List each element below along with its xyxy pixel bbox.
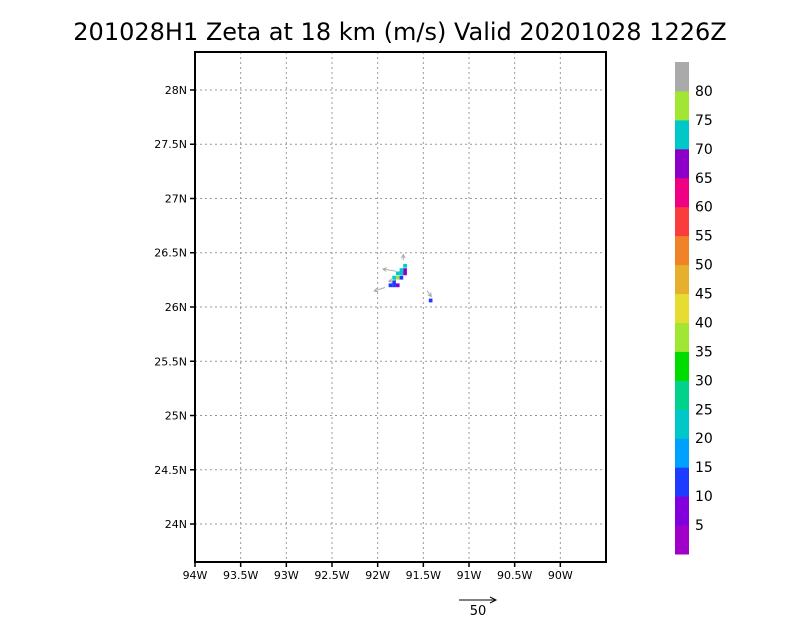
reference-vector-arrowhead	[489, 596, 498, 604]
y-tick-label: 26N	[165, 301, 187, 314]
colorbar-label: 45	[695, 287, 713, 303]
colorbar-label: 10	[695, 489, 713, 505]
data-cells	[388, 263, 433, 303]
wind-vector-head	[387, 278, 393, 283]
x-tick-label: 91.5W	[406, 569, 441, 582]
colorbar-swatch	[675, 177, 689, 208]
colorbar-label: 70	[695, 142, 713, 158]
data-cell	[388, 283, 393, 288]
wind-vector-head	[373, 287, 379, 293]
colorbar-label: 30	[695, 373, 713, 389]
x-tick-label: 90.5W	[497, 569, 532, 582]
y-tick-label: 25N	[165, 410, 187, 423]
x-tick-label: 93W	[274, 569, 299, 582]
colorbar-label: 55	[695, 229, 713, 245]
data-cell	[403, 263, 407, 268]
colorbar-label: 65	[695, 171, 713, 187]
data-cell	[403, 268, 407, 273]
data-cell	[392, 275, 396, 280]
data-cell	[399, 271, 404, 276]
colorbar-swatch	[675, 264, 689, 295]
colorbar-label: 40	[695, 315, 713, 331]
wind-vector-head	[381, 267, 387, 272]
colorbar-swatch	[675, 438, 689, 468]
chart-title: 201028H1 Zeta at 18 km (m/s) Valid 20201…	[73, 18, 726, 46]
colorbar-label: 50	[695, 258, 713, 274]
x-tick-label: 92W	[365, 569, 390, 582]
y-tick-label: 26.5N	[154, 247, 187, 260]
colorbar-swatch	[675, 90, 689, 121]
colorbar-label: 5	[695, 518, 704, 534]
plot-area: 94W 93.5W 93W 92.5W 92W 91.5W 91W 90.5W 90W 24N2…	[154, 51, 607, 582]
y-tick-label: 24N	[165, 518, 187, 531]
wind-vector	[426, 290, 432, 297]
data-cell	[403, 271, 407, 276]
colorbar-swatch	[675, 380, 689, 410]
wind-vector	[388, 279, 397, 282]
y-axis-ticks: 24N 24.5N 25N 25.5N 26N 26.5N 27N 27.5N 28N	[154, 84, 195, 531]
y-tick-label: 25.5N	[154, 355, 187, 368]
y-tick-label: 27.5N	[154, 138, 187, 151]
grid-lines	[195, 52, 606, 562]
colorbar-swatch	[675, 206, 689, 237]
data-cell	[428, 298, 433, 303]
x-tick-label: 91W	[457, 569, 482, 582]
colorbar-label: 80	[695, 84, 713, 100]
x-tick-label: 94W	[183, 569, 208, 582]
y-tick-label: 27N	[165, 192, 187, 205]
data-cell	[395, 283, 400, 288]
data-cell	[399, 268, 404, 273]
colorbar-label: 75	[695, 113, 713, 129]
data-cell	[392, 280, 396, 284]
data-cell	[399, 275, 404, 280]
colorbar-label: 60	[695, 200, 713, 216]
x-tick-label: 92.5W	[314, 569, 349, 582]
reference-vector-label: 50	[470, 604, 487, 618]
colorbar-swatch	[675, 496, 689, 526]
wind-vector-head	[427, 292, 432, 298]
colorbar-swatch	[675, 525, 689, 555]
data-cell	[395, 271, 400, 276]
colorbar-swatch	[675, 235, 689, 266]
wind-vector-head	[400, 253, 406, 259]
x-tick-label: 93.5W	[223, 569, 258, 582]
wind-vector	[382, 268, 397, 272]
colorbar-swatch	[675, 322, 689, 352]
wind-vectors	[373, 253, 432, 298]
reference-vector: 50	[459, 596, 498, 618]
colorbar-swatch	[675, 119, 689, 150]
colorbar-label: 15	[695, 460, 713, 476]
colorbar-swatch	[675, 409, 689, 439]
colorbar-label: 25	[695, 402, 713, 418]
colorbar-swatch	[675, 148, 689, 179]
data-cell	[395, 275, 400, 280]
colorbar-swatch	[675, 62, 689, 92]
y-tick-label: 24.5N	[154, 464, 187, 477]
data-cell	[392, 283, 396, 288]
x-tick-label: 90W	[548, 569, 573, 582]
y-tick-label: 28N	[165, 84, 187, 97]
wind-vector	[374, 286, 386, 292]
x-axis-ticks: 94W 93.5W 93W 92.5W 92W 91.5W 91W 90.5W 90W	[183, 562, 573, 582]
colorbar-legend: 5 10 15 20 25 30 35 40 45 50 55 60 65 70 75 80	[675, 62, 713, 555]
colorbar-label: 20	[695, 431, 713, 447]
colorbar-label: 35	[695, 344, 713, 360]
colorbar-swatch	[675, 293, 689, 323]
colorbar-swatch	[675, 467, 689, 497]
colorbar-swatch	[675, 351, 689, 381]
